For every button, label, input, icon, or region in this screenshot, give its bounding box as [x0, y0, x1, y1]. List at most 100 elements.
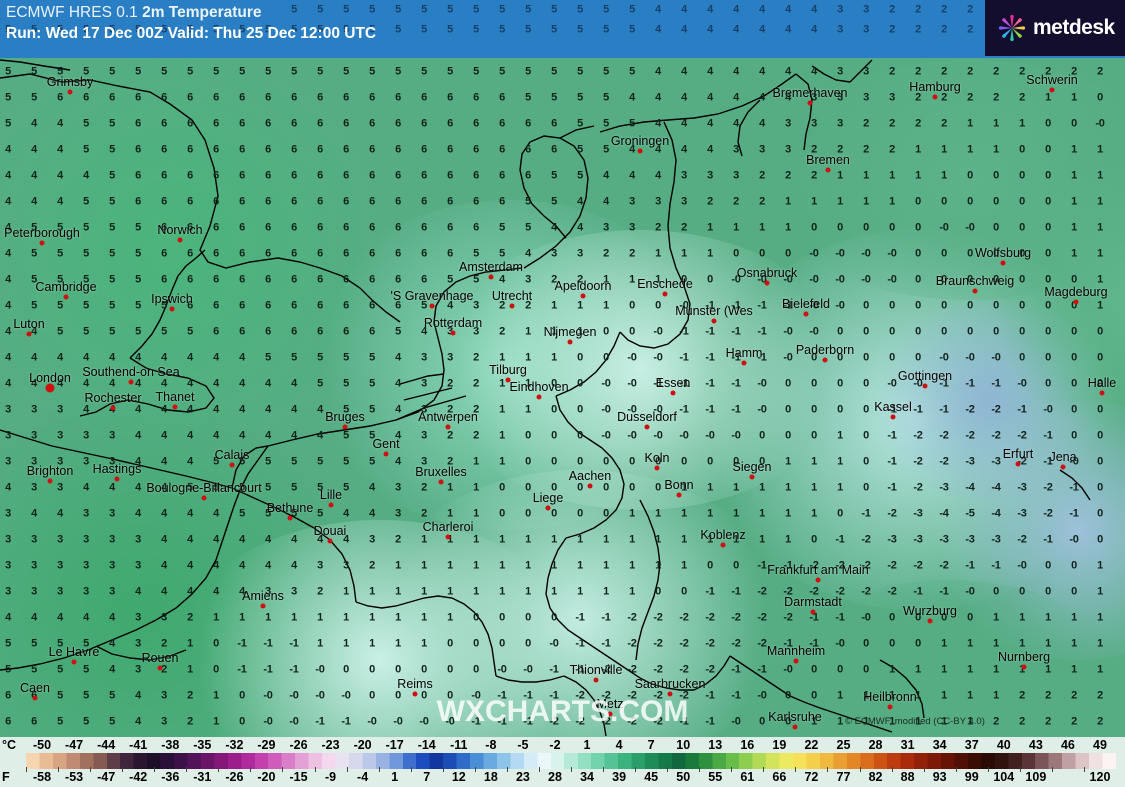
- city-marker-dot: [764, 280, 770, 286]
- attribution-text: © ECMWF, modified (CC-BY 4.0): [845, 716, 985, 727]
- city-marker-dot: [342, 424, 348, 430]
- city-label: Reims: [397, 677, 433, 691]
- city-marker-dot: [287, 515, 293, 521]
- city-marker-dot: [667, 691, 673, 697]
- city-marker-dot: [445, 424, 451, 430]
- city-marker-dot: [32, 695, 38, 701]
- colorbar-label-fahrenheit: -20: [257, 770, 276, 784]
- colorbar-label-fahrenheit: 7: [423, 770, 431, 784]
- colorbar-label-celsius: 4: [615, 738, 623, 752]
- city-label: Southend-on Sea: [82, 365, 180, 379]
- colorbar-label-fahrenheit: 34: [580, 770, 594, 784]
- colorbar-label-celsius: 10: [676, 738, 691, 752]
- city-marker-dot: [580, 293, 586, 299]
- city-label: Siegen: [732, 460, 772, 474]
- city-marker-dot: [972, 288, 978, 294]
- colorbar-label-fahrenheit: 39: [612, 770, 627, 784]
- city-marker-dot: [383, 451, 389, 457]
- city-marker-dot: [45, 383, 55, 393]
- colorbar-label-fahrenheit: 18: [483, 770, 498, 784]
- city-label: Bethune: [266, 501, 314, 515]
- city-label: Jena: [1049, 450, 1077, 464]
- logo-wordmark: metdesk: [1033, 16, 1115, 39]
- city-label: Magdeburg: [1044, 285, 1108, 299]
- temperature-colorbar[interactable]: °C F -50 -58 -47 -53 -44 -47 -41 -42 -38 -36 -35 -3…: [0, 737, 1125, 787]
- colorbar-label-fahrenheit: 23: [515, 770, 530, 784]
- city-marker-dot: [71, 659, 77, 665]
- metdesk-logo[interactable]: metdesk: [985, 0, 1125, 56]
- city-label: 'S Gravenhage: [390, 289, 474, 303]
- city-label: Essen: [655, 376, 691, 390]
- city-label: Brighton: [26, 464, 74, 478]
- city-label: Amiens: [242, 589, 284, 603]
- city-label: Antwerpen: [418, 410, 478, 424]
- city-marker-dot: [229, 462, 235, 468]
- colorbar-label-celsius: 25: [836, 738, 851, 752]
- colorbar-ticks: [26, 767, 1116, 772]
- colorbar-label-fahrenheit: -36: [161, 770, 180, 784]
- pinwheel-asterisk-icon: [998, 14, 1026, 42]
- city-label: Frankfurt am Main: [767, 563, 869, 577]
- colorbar-label-fahrenheit: 99: [964, 770, 979, 784]
- city-marker-dot: [328, 502, 334, 508]
- city-marker-dot: [1073, 299, 1079, 305]
- colorbar-label-celsius: -8: [485, 738, 497, 752]
- city-label: Liege: [532, 491, 564, 505]
- city-marker-dot: [450, 330, 456, 336]
- colorbar-label-fahrenheit: 93: [932, 770, 947, 784]
- city-label: Cambridge: [35, 280, 97, 294]
- city-marker-dot: [488, 274, 494, 280]
- city-marker-dot: [26, 331, 32, 337]
- colorbar-label-fahrenheit: -47: [97, 770, 116, 784]
- colorbar-label-celsius: 46: [1060, 738, 1075, 752]
- colorbar-label-celsius: 49: [1093, 738, 1107, 752]
- colorbar-label-celsius: -5: [517, 738, 529, 752]
- city-label: Rouen: [141, 651, 179, 665]
- city-marker-dot: [1060, 464, 1066, 470]
- colorbar-gradient[interactable]: [26, 753, 1116, 769]
- colorbar-label-celsius: -29: [257, 738, 276, 752]
- colorbar-label-celsius: -23: [321, 738, 340, 752]
- city-label: Bruxelles: [415, 465, 467, 479]
- colorbar-label-fahrenheit: -58: [32, 770, 52, 784]
- city-label: Rochester: [84, 391, 142, 405]
- city-label: Luton: [13, 317, 45, 331]
- city-label-layer: Grimsby Schwerin Hamburg Bremerhaven Groning…: [4, 73, 1116, 724]
- city-label: Munster (Wes: [675, 304, 753, 318]
- city-label: Erfurt: [1002, 447, 1034, 461]
- colorbar-unit-fahrenheit: F: [2, 770, 10, 784]
- city-label: Groningen: [610, 134, 670, 148]
- city-marker-dot: [438, 479, 444, 485]
- city-label: Bremerhaven: [772, 86, 848, 100]
- colorbar-label-celsius: -17: [385, 738, 404, 752]
- city-marker-dot: [1049, 87, 1055, 93]
- city-marker-dot: [1099, 390, 1105, 396]
- city-label: Bruges: [325, 410, 365, 424]
- city-marker-dot: [587, 483, 593, 489]
- city-marker-dot: [39, 240, 45, 246]
- city-marker-dot: [128, 379, 134, 385]
- city-label: Aachen: [568, 469, 612, 483]
- colorbar-label-celsius: 28: [868, 738, 883, 752]
- colorbar-label-celsius: 19: [772, 738, 787, 752]
- city-label: Hastings: [92, 462, 142, 476]
- colorbar-label-celsius: 16: [740, 738, 755, 752]
- city-marker-dot: [810, 609, 816, 615]
- city-marker-dot: [741, 360, 747, 366]
- city-label: Caen: [20, 681, 50, 695]
- city-marker-dot: [536, 394, 542, 400]
- city-marker-dot: [177, 237, 183, 243]
- city-marker-dot: [711, 318, 717, 324]
- city-label: Grimsby: [46, 75, 94, 89]
- city-label: Karlsruhe: [768, 710, 822, 724]
- city-label: Saarbrucken: [634, 677, 706, 691]
- city-label: Braunschweig: [935, 274, 1015, 288]
- city-label: London: [29, 371, 71, 385]
- city-marker-dot: [47, 478, 53, 484]
- colorbar-label-fahrenheit: 45: [644, 770, 659, 784]
- city-label: Calais: [214, 448, 250, 462]
- colorbar-label-celsius: 1: [583, 738, 591, 752]
- colorbar-label-celsius: -38: [161, 738, 180, 752]
